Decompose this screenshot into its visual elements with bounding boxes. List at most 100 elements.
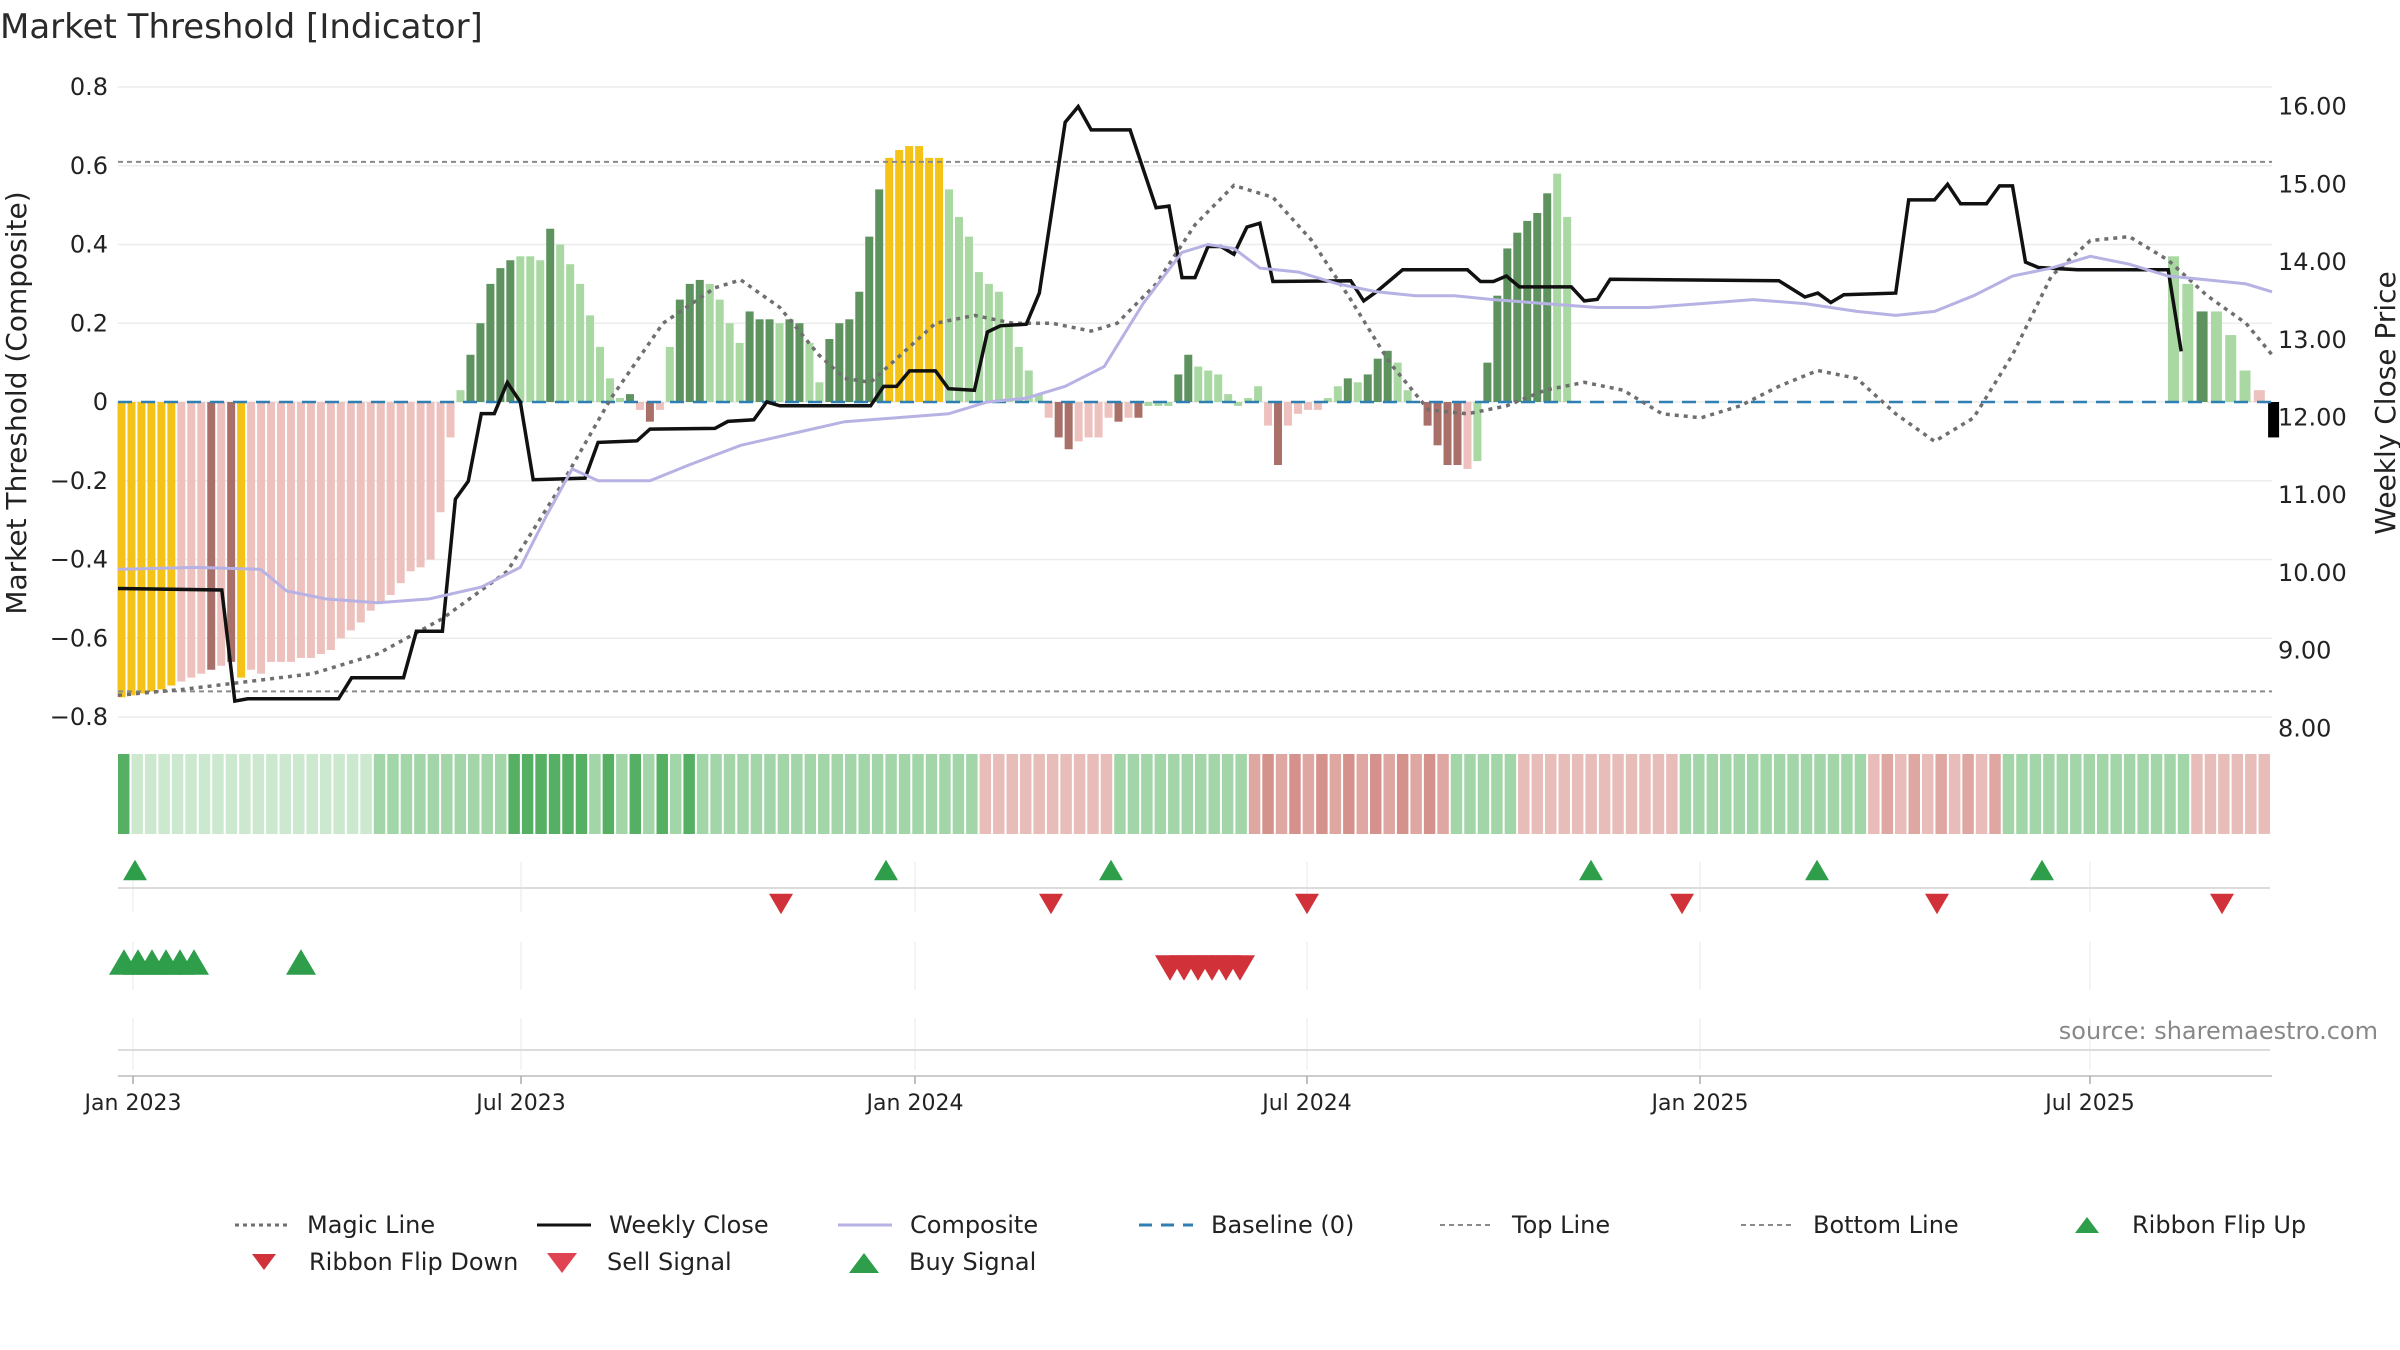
ribbon-cell bbox=[575, 754, 588, 834]
ribbon-cell bbox=[1639, 754, 1651, 834]
ribbon-cell bbox=[2164, 754, 2176, 834]
composite-bar bbox=[197, 402, 206, 674]
composite-bar bbox=[356, 402, 365, 623]
ribbon-cell bbox=[1423, 754, 1436, 834]
composite-bar bbox=[147, 402, 156, 692]
composite-bar bbox=[915, 146, 924, 402]
composite-bar bbox=[2168, 256, 2179, 402]
ribbon-cell bbox=[118, 754, 130, 834]
composite-bar bbox=[396, 402, 405, 584]
ribbon-cell bbox=[2191, 754, 2203, 834]
composite-bar bbox=[316, 402, 325, 654]
composite-bar bbox=[277, 402, 286, 662]
composite-bar bbox=[127, 402, 136, 696]
ribbon-flip-up-marker bbox=[1805, 859, 1829, 881]
ribbon-flip-up-marker bbox=[874, 859, 898, 881]
composite-bar bbox=[1523, 220, 1532, 402]
composite-bar bbox=[925, 157, 934, 402]
legend-label: Ribbon Flip Up bbox=[2132, 1211, 2306, 1239]
ribbon-cell bbox=[1154, 754, 1167, 834]
composite-bar bbox=[526, 256, 535, 402]
ribbon-cell bbox=[710, 754, 722, 834]
legend-label: Baseline (0) bbox=[1211, 1211, 1354, 1239]
composite-bar bbox=[994, 291, 1003, 402]
composite-bar bbox=[1004, 323, 1013, 402]
right-tick-label: 10.00 bbox=[2278, 559, 2347, 587]
ribbon-cell bbox=[441, 754, 453, 834]
composite-bar bbox=[865, 236, 874, 402]
ribbon-cell bbox=[1720, 754, 1732, 834]
ribbon-cell bbox=[1235, 754, 1247, 834]
ribbon-cell bbox=[2150, 754, 2163, 834]
composite-bar bbox=[1313, 402, 1322, 410]
composite-bar bbox=[576, 283, 585, 402]
ribbon-cell bbox=[2177, 754, 2190, 834]
ribbon-cell bbox=[750, 754, 763, 834]
ribbon-cell bbox=[2043, 754, 2055, 834]
ribbon-cell bbox=[1396, 754, 1409, 834]
legend-label: Magic Line bbox=[307, 1211, 435, 1239]
composite-bar bbox=[675, 299, 684, 402]
sell-signal-marker bbox=[1225, 955, 1255, 981]
ribbon-cell bbox=[1208, 754, 1220, 834]
composite-bar bbox=[645, 402, 654, 422]
ribbon-cell bbox=[1989, 754, 2001, 834]
composite-bar bbox=[1343, 378, 1352, 402]
ribbon-flip-down-marker bbox=[1670, 893, 1694, 915]
ribbon-flip-down-marker bbox=[1295, 893, 1319, 915]
composite-bar bbox=[1433, 402, 1442, 446]
right-tick-label: 13.00 bbox=[2278, 326, 2347, 354]
composite-bar bbox=[137, 402, 146, 694]
composite-bar bbox=[1453, 402, 1462, 465]
ribbon-cell bbox=[185, 754, 197, 834]
legend-symbol bbox=[2075, 1217, 2099, 1233]
ribbon-cell bbox=[777, 754, 790, 834]
ribbon-cell bbox=[548, 754, 561, 834]
composite-bar bbox=[1283, 402, 1292, 426]
composite-bar bbox=[1254, 386, 1263, 402]
ribbon-cell bbox=[1504, 754, 1517, 834]
ribbon-cell bbox=[1625, 754, 1638, 834]
composite-bar bbox=[1224, 394, 1233, 402]
composite-bar bbox=[426, 402, 435, 560]
ribbon-cell bbox=[1073, 754, 1086, 834]
ribbon-cell bbox=[1558, 754, 1570, 834]
ribbon-cell bbox=[1060, 754, 1072, 834]
composite-bar bbox=[2225, 335, 2237, 402]
composite-bar bbox=[895, 150, 904, 402]
ribbon-cell bbox=[1679, 754, 1692, 834]
composite-bar bbox=[1054, 402, 1063, 438]
ribbon-cell bbox=[252, 754, 265, 834]
right-tick-label: 11.00 bbox=[2278, 481, 2347, 509]
composite-bar bbox=[2239, 370, 2251, 402]
composite-bar bbox=[1463, 402, 1472, 469]
ribbon-cell bbox=[1814, 754, 1826, 834]
right-tick-label: 8.00 bbox=[2278, 714, 2331, 742]
ribbon-cell bbox=[925, 754, 938, 834]
ribbon-cell bbox=[1087, 754, 1099, 834]
composite-bar bbox=[446, 402, 455, 438]
composite-bar bbox=[496, 268, 505, 402]
legend-label: Ribbon Flip Down bbox=[309, 1248, 518, 1276]
ribbon-cell bbox=[1571, 754, 1584, 834]
composite-bar bbox=[1134, 402, 1143, 418]
signal-panels bbox=[109, 859, 2272, 1077]
ribbon-cell bbox=[966, 754, 978, 834]
composite-bar bbox=[516, 256, 525, 402]
composite-bar bbox=[1084, 402, 1093, 438]
composite-bar bbox=[665, 346, 674, 402]
composite-bar bbox=[795, 323, 804, 402]
ribbon-cell bbox=[1800, 754, 1813, 834]
ribbon-cell bbox=[1841, 754, 1853, 834]
ribbon-cell bbox=[158, 754, 170, 834]
ribbon-cell bbox=[481, 754, 493, 834]
right-tick-label: 15.00 bbox=[2278, 170, 2347, 198]
ribbon-cell bbox=[1491, 754, 1503, 834]
composite-bar bbox=[1264, 402, 1273, 426]
chart-title: Market Threshold [Indicator] bbox=[0, 7, 483, 47]
composite-bar bbox=[1383, 350, 1392, 402]
composite-bar bbox=[815, 382, 824, 402]
ribbon-cell bbox=[1141, 754, 1153, 834]
ribbon-cell bbox=[1598, 754, 1611, 834]
